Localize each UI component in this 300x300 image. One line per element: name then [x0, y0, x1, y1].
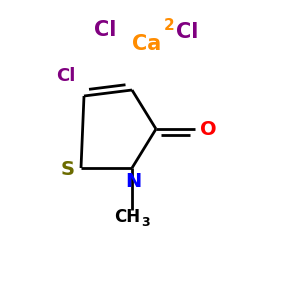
Text: N: N: [125, 172, 142, 191]
Text: 2: 2: [164, 18, 175, 33]
Text: Cl: Cl: [56, 68, 76, 85]
Text: Ca: Ca: [132, 34, 162, 53]
Text: Cl: Cl: [176, 22, 199, 41]
Text: CH: CH: [114, 208, 141, 226]
Text: Cl: Cl: [94, 20, 116, 40]
Text: 3: 3: [141, 216, 150, 229]
Text: S: S: [61, 160, 74, 179]
Text: O: O: [200, 119, 217, 139]
